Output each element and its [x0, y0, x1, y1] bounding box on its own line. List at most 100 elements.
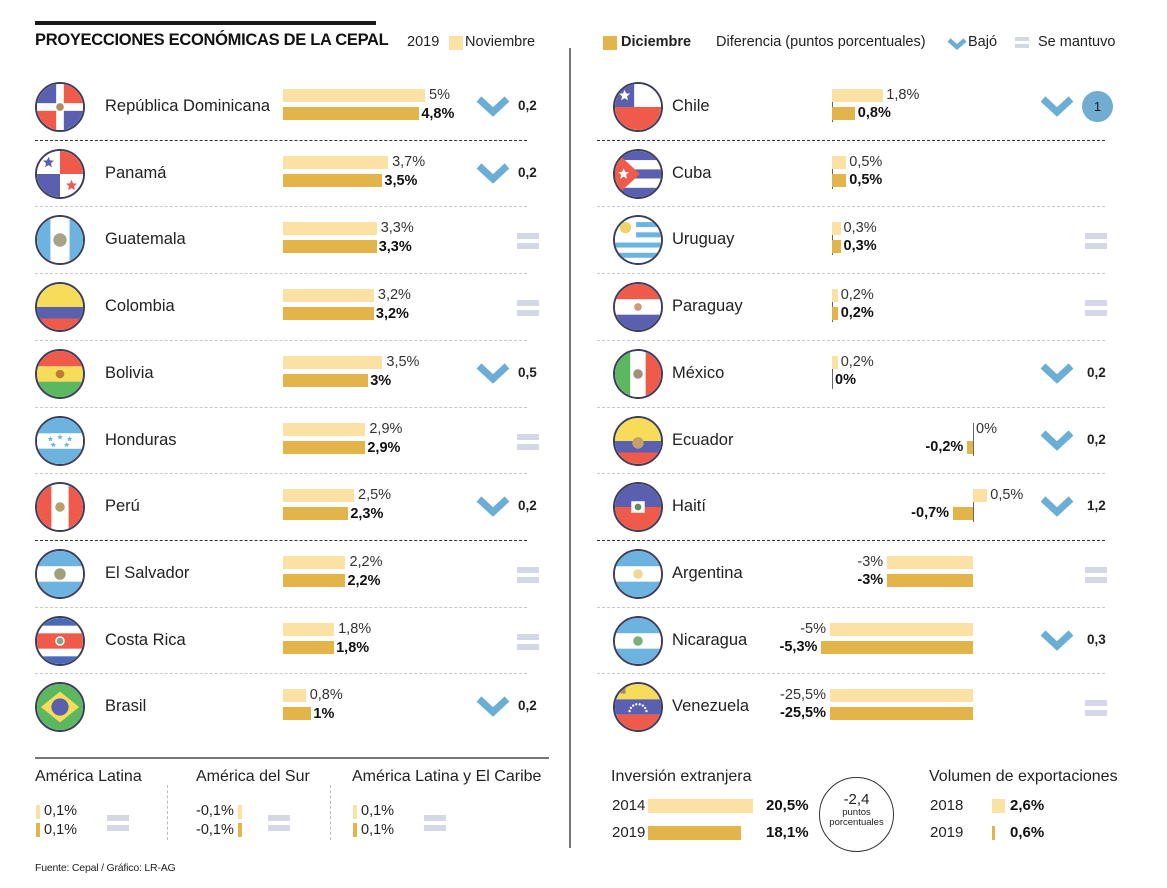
flag-bolivia-icon: [35, 348, 85, 399]
zero-axis: [832, 289, 833, 323]
equals-icon: [1085, 233, 1107, 250]
bar-november: [353, 805, 357, 819]
equals-icon: [424, 815, 446, 831]
flag-el-salvador-icon: [35, 548, 85, 599]
bar-december: [887, 573, 973, 587]
value-2018: 2,6%: [1010, 797, 1045, 814]
legend-down: Bajó: [968, 34, 998, 50]
row-separator: [597, 139, 1105, 141]
value-december: 1,8%: [336, 639, 370, 656]
value-december: 3%: [370, 372, 392, 389]
row-separator: [597, 206, 1105, 208]
value-november: 2,2%: [349, 553, 383, 570]
value-december: -0,7%: [911, 505, 950, 522]
bar-december: [832, 307, 838, 321]
chevron-down-icon: [1040, 96, 1074, 117]
source-note: Fuente: Cepal / Gráfico: LR-AG: [35, 862, 176, 874]
country-name: Perú: [105, 497, 140, 516]
value-november: -0,1%: [196, 803, 234, 819]
bar-november: [283, 222, 377, 236]
difference-value: 0,2: [518, 498, 537, 514]
equals-icon: [517, 300, 539, 317]
difference-value: 0,3: [1087, 631, 1106, 647]
value-december: 0%: [835, 371, 856, 388]
flag-colombia-icon: [35, 282, 85, 333]
bar-november: [283, 555, 346, 569]
country-name: Ecuador: [672, 430, 734, 449]
bar-november: [283, 355, 383, 369]
difference-value: 0,2: [518, 98, 537, 113]
bottom-rule: [35, 757, 549, 759]
row-separator: [597, 473, 1105, 475]
bar-november: [283, 622, 335, 636]
value-december: 0,8%: [857, 105, 891, 121]
difference-value: -2,4: [843, 791, 870, 808]
value-november: 5%: [429, 87, 450, 103]
flag-costa-rica-icon: [35, 615, 85, 666]
bar-december: [283, 640, 335, 654]
legend-chevron-down-icon: [947, 38, 967, 50]
value-november: 0,8%: [309, 687, 343, 704]
bar-2018: [992, 799, 1005, 813]
flag-haiti-icon: [613, 482, 663, 533]
value-2019: 0,6%: [1010, 824, 1045, 841]
flag-ecuador-icon: [613, 415, 663, 466]
bar-november: [283, 289, 374, 303]
equals-icon: [1085, 566, 1107, 583]
value-november: 0%: [976, 420, 997, 437]
bar-december: [832, 107, 855, 120]
difference-unit-2: porcentuales: [829, 817, 884, 828]
bar-december: [832, 173, 847, 187]
difference-value: 0,2: [1087, 431, 1106, 447]
value-december: 3,5%: [384, 172, 418, 189]
country-name: Honduras: [105, 430, 177, 449]
bar-november: [832, 355, 838, 369]
value-november: 3,3%: [380, 220, 414, 237]
flag-paraguay-icon: [613, 282, 663, 333]
row-separator: [35, 539, 527, 541]
row-separator: [597, 273, 1105, 275]
bar-december: [283, 240, 377, 254]
bar-november: [283, 89, 425, 102]
value-december: -3%: [857, 571, 884, 588]
page-title: PROYECCIONES ECONÓMICAS DE LA CEPAL: [35, 31, 389, 49]
region-divider: [167, 785, 168, 840]
foreign-investment-title: Inversión extranjera: [611, 768, 752, 785]
chevron-down-icon: [476, 696, 510, 718]
country-name: Bolivia: [105, 363, 154, 382]
row-separator: [597, 406, 1105, 408]
region-title: América del Sur: [196, 768, 310, 785]
row-separator: [35, 606, 527, 608]
flag-venezuela-icon: [613, 682, 663, 733]
value-december: 1%: [313, 706, 335, 723]
bar-november: [973, 489, 988, 503]
bar-2014: [648, 799, 753, 813]
chevron-down-icon: [476, 96, 510, 117]
legend-difference: Diferencia (puntos porcentuales): [716, 34, 926, 50]
country-name: Uruguay: [672, 230, 735, 249]
flag-cuba-icon: [613, 148, 663, 199]
bar-november: [832, 155, 847, 169]
value-november: 1,8%: [886, 87, 920, 103]
year-label: 2018: [930, 797, 964, 814]
row-separator: [597, 673, 1105, 675]
exports-title: Volumen de exportaciones: [929, 768, 1118, 785]
value-december: 2,2%: [347, 572, 381, 589]
chevron-down-icon: [1040, 363, 1074, 384]
bar-november: [283, 489, 354, 503]
bar-november: [887, 555, 973, 569]
country-name: Guatemala: [105, 230, 186, 249]
country-name: Haití: [672, 497, 706, 516]
zero-axis: [832, 222, 833, 256]
flag-dominican-republic-icon: [35, 82, 85, 132]
equals-icon: [268, 815, 290, 831]
difference-value: 0,2: [518, 698, 537, 714]
bar-november: [283, 155, 389, 169]
row-separator: [35, 273, 527, 275]
bar-december: [283, 507, 349, 521]
bar-december: [283, 307, 374, 321]
row-separator: [597, 339, 1105, 341]
region-title: América Latina y El Caribe: [352, 768, 542, 785]
country-name: Paraguay: [672, 297, 743, 316]
flag-chile-icon: [613, 82, 663, 132]
